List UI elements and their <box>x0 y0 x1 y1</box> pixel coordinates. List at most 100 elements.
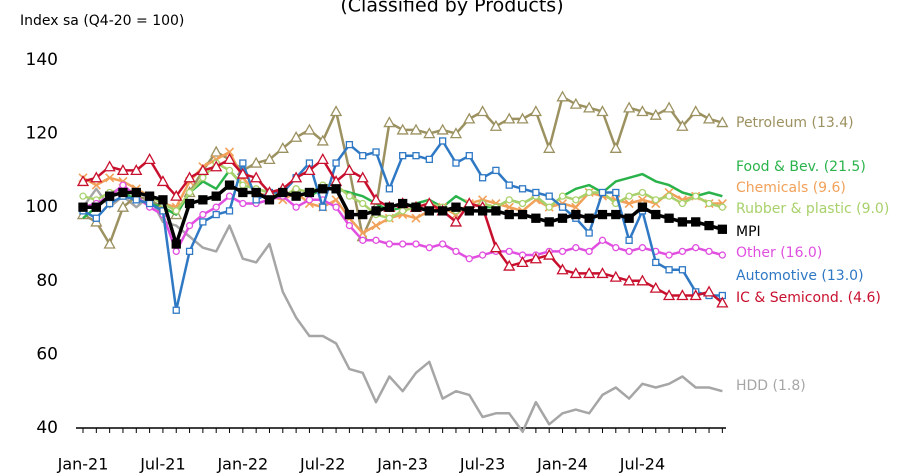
marker <box>584 213 594 223</box>
marker <box>196 164 209 176</box>
x-tick-label: Jan-22 <box>216 455 268 474</box>
marker <box>651 209 661 220</box>
x-tick-label: Jul-24 <box>619 455 665 474</box>
marker <box>545 203 553 211</box>
marker <box>91 202 101 212</box>
legend-label: Petroleum (13.4) <box>736 115 854 131</box>
marker <box>303 164 316 176</box>
marker <box>545 192 553 200</box>
marker <box>452 159 460 167</box>
marker <box>437 206 448 216</box>
marker <box>411 202 421 212</box>
marker <box>130 164 143 176</box>
marker <box>438 240 447 248</box>
legend-label: Other (16.0) <box>736 245 822 261</box>
marker <box>597 209 608 220</box>
marker <box>609 270 622 282</box>
marker <box>558 247 567 256</box>
series <box>81 187 723 433</box>
marker <box>236 167 249 179</box>
marker <box>692 192 700 200</box>
marker <box>90 171 103 183</box>
y-tick-label: 40 <box>36 418 58 438</box>
marker <box>517 209 528 220</box>
marker <box>172 247 180 256</box>
marker <box>516 256 529 268</box>
marker <box>359 199 367 208</box>
marker <box>225 166 234 175</box>
marker <box>305 196 314 204</box>
marker <box>516 112 529 124</box>
marker <box>185 221 194 230</box>
marker <box>636 274 649 286</box>
marker <box>638 244 647 252</box>
marker <box>652 258 660 267</box>
marker <box>105 199 114 208</box>
marker <box>212 210 220 219</box>
marker <box>225 192 234 200</box>
marker <box>478 174 487 182</box>
marker <box>665 251 673 259</box>
marker <box>332 203 340 211</box>
marker <box>691 217 701 227</box>
marker <box>239 159 247 167</box>
marker <box>583 101 596 113</box>
marker <box>718 251 727 259</box>
marker <box>678 199 687 208</box>
marker <box>251 187 261 198</box>
x-tick-label: Jan-21 <box>57 455 109 474</box>
marker <box>438 137 447 145</box>
marker <box>625 236 633 244</box>
marker <box>252 196 260 204</box>
marker <box>505 247 513 256</box>
marker <box>689 289 702 301</box>
legend-label: Automotive (13.0) <box>736 268 864 284</box>
marker <box>118 187 128 198</box>
marker <box>372 236 380 244</box>
marker <box>556 90 569 102</box>
marker <box>531 213 541 223</box>
marker <box>359 152 367 160</box>
marker <box>158 195 168 205</box>
marker <box>572 244 580 252</box>
marker <box>423 127 436 139</box>
marker <box>664 213 674 223</box>
marker <box>329 105 343 117</box>
marker <box>359 236 367 244</box>
marker <box>250 171 263 183</box>
marker <box>356 171 369 183</box>
marker <box>543 248 556 260</box>
marker <box>492 166 500 175</box>
marker <box>585 247 593 256</box>
marker <box>569 97 582 109</box>
marker <box>637 195 648 205</box>
marker <box>543 141 556 153</box>
marker <box>345 221 354 230</box>
marker <box>239 181 247 189</box>
legend-label: HDD (1.8) <box>736 378 806 394</box>
marker <box>331 184 341 194</box>
marker <box>91 180 101 190</box>
marker <box>185 247 194 256</box>
marker <box>556 263 569 275</box>
marker <box>662 289 676 301</box>
marker <box>371 206 381 216</box>
marker <box>170 189 183 201</box>
marker <box>625 247 633 256</box>
marker <box>716 116 729 128</box>
marker <box>145 199 154 208</box>
marker <box>92 214 100 222</box>
marker <box>319 203 327 211</box>
y-axis-label: Index sa (Q4-20 = 100) <box>20 13 184 29</box>
marker <box>529 252 542 264</box>
marker <box>452 247 460 256</box>
marker <box>211 191 221 201</box>
marker <box>585 229 593 237</box>
marker <box>678 247 687 256</box>
marker <box>489 241 503 253</box>
marker <box>132 196 140 204</box>
marker <box>116 164 130 176</box>
marker <box>489 119 503 131</box>
marker <box>304 187 315 198</box>
marker <box>665 192 673 200</box>
